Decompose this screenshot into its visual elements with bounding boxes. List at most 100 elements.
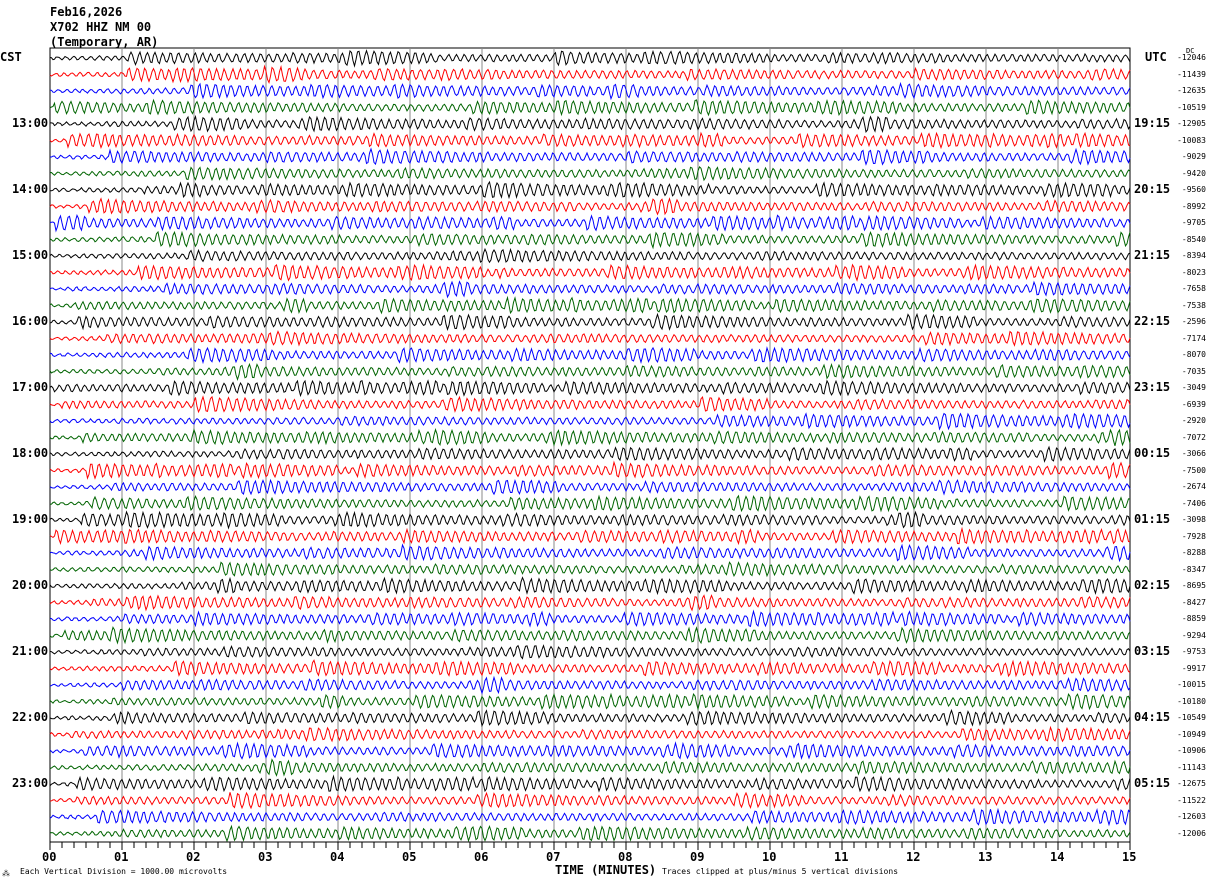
location-label: (Temporary, AR) xyxy=(50,35,159,49)
seismic-trace xyxy=(49,131,1131,150)
dc-offset-label: -7406 xyxy=(1181,498,1206,508)
seismic-trace xyxy=(49,379,1131,398)
right-hour-label: 19:15 xyxy=(1134,116,1171,130)
dc-offset-label: -3049 xyxy=(1181,383,1206,392)
dc-offset-label: -2596 xyxy=(1181,317,1206,326)
seismic-trace xyxy=(49,312,1131,332)
right-hour-label: 00:15 xyxy=(1134,446,1171,460)
seismic-trace xyxy=(49,81,1131,101)
right-hour-label: 01:15 xyxy=(1134,512,1171,526)
dc-offset-label: -9560 xyxy=(1181,185,1206,194)
dc-offset-label: -9705 xyxy=(1181,218,1206,227)
dc-offset-label: -8347 xyxy=(1181,564,1206,574)
dc-header: DC xyxy=(1186,47,1195,55)
x-tick-label: 00 xyxy=(42,850,57,864)
left-hour-label: 23:00 xyxy=(12,776,49,790)
x-tick-label: 01 xyxy=(114,850,129,864)
dc-offset-label: -8859 xyxy=(1181,614,1206,623)
x-tick-label: 04 xyxy=(330,850,345,864)
seismic-trace xyxy=(49,807,1131,827)
dc-offset-label: -10549 xyxy=(1177,713,1206,722)
dc-offset-label: -2920 xyxy=(1181,416,1206,425)
right-hour-label: 21:15 xyxy=(1134,248,1171,262)
right-hour-label: 05:15 xyxy=(1134,776,1171,790)
seismic-trace xyxy=(49,295,1131,315)
seismic-trace xyxy=(49,510,1131,530)
right-hour-label: 03:15 xyxy=(1134,644,1171,658)
logo-icon: ⁂ xyxy=(2,869,10,878)
left-hour-label: 14:00 xyxy=(12,182,49,196)
seismic-trace xyxy=(49,494,1131,513)
dc-offset-label: -3098 xyxy=(1181,515,1206,524)
x-tick-label: 11 xyxy=(834,850,849,864)
x-tick-label: 10 xyxy=(762,850,777,864)
dc-offset-label: -10519 xyxy=(1177,102,1206,112)
seismic-trace xyxy=(49,741,1131,760)
dc-offset-label: -8540 xyxy=(1181,234,1206,244)
station-label: X702 HHZ NM 00 xyxy=(50,20,152,34)
dc-offset-label: -8288 xyxy=(1181,548,1206,557)
dc-offset-label: -11143 xyxy=(1177,762,1206,772)
seismic-trace xyxy=(49,824,1131,843)
seismic-trace xyxy=(50,114,1131,133)
dc-offset-label: -9420 xyxy=(1181,168,1206,178)
seismic-trace xyxy=(49,263,1131,282)
x-tick-label: 06 xyxy=(474,850,489,864)
dc-offset-label: -8394 xyxy=(1181,251,1206,260)
left-hour-label: 17:00 xyxy=(12,380,49,394)
clip-note: Traces clipped at plus/minus 5 vertical … xyxy=(662,867,899,876)
scale-note: Each Vertical Division = 1000.00 microvo… xyxy=(20,867,228,876)
dc-offset-label: -12675 xyxy=(1177,779,1206,788)
dc-offset-label: -9753 xyxy=(1181,647,1206,656)
left-hour-label: 18:00 xyxy=(12,446,49,460)
seismic-trace xyxy=(49,626,1131,645)
right-timezone: UTC xyxy=(1145,50,1167,64)
dc-offset-label: -7174 xyxy=(1181,333,1206,343)
seismic-trace xyxy=(49,576,1131,596)
dc-offset-label: -7035 xyxy=(1181,366,1206,376)
dc-offset-label: -11439 xyxy=(1177,69,1206,79)
dc-offset-label: -2674 xyxy=(1181,482,1206,491)
dc-offset-label: -10015 xyxy=(1177,680,1206,689)
seismic-trace xyxy=(49,330,1131,347)
seismic-trace xyxy=(49,395,1131,414)
dc-offset-label: -12905 xyxy=(1177,119,1206,128)
seismic-trace xyxy=(49,280,1131,299)
seismic-trace xyxy=(50,147,1131,166)
seismic-trace xyxy=(49,708,1131,728)
seismic-trace xyxy=(49,659,1131,678)
plot-frame xyxy=(49,47,1131,843)
seismic-trace xyxy=(49,543,1131,563)
dc-offset-label: -7072 xyxy=(1181,432,1206,442)
left-hour-label: 16:00 xyxy=(12,314,49,328)
left-timezone: CST xyxy=(0,50,22,64)
seismic-trace xyxy=(49,774,1131,793)
dc-offset-label: -11522 xyxy=(1177,795,1206,805)
x-tick-label: 03 xyxy=(258,850,273,864)
left-hour-label: 22:00 xyxy=(12,710,49,724)
seismic-trace xyxy=(49,165,1131,182)
x-tick-label: 05 xyxy=(402,850,417,864)
left-hour-label: 21:00 xyxy=(12,644,49,658)
dc-offset-label: -8070 xyxy=(1181,350,1206,359)
left-hour-label: 15:00 xyxy=(12,248,49,262)
dc-offset-label: -8992 xyxy=(1181,201,1206,211)
seismic-trace xyxy=(49,561,1131,578)
seismic-trace xyxy=(49,594,1131,612)
dc-offset-label: -3066 xyxy=(1181,449,1206,458)
dc-offset-label: -8427 xyxy=(1181,597,1206,607)
right-hour-label: 20:15 xyxy=(1134,182,1171,196)
right-hour-label: 23:15 xyxy=(1134,380,1171,394)
left-hour-label: 13:00 xyxy=(12,116,49,130)
seismic-trace xyxy=(49,98,1131,117)
x-tick-label: 15 xyxy=(1122,850,1137,864)
seismic-trace xyxy=(49,230,1131,250)
dc-offset-label: -9917 xyxy=(1181,663,1206,673)
dc-offset-label: -8695 xyxy=(1181,581,1206,590)
right-hour-label: 22:15 xyxy=(1134,314,1171,328)
seismic-trace xyxy=(49,791,1131,810)
dc-offset-label: -10180 xyxy=(1177,696,1206,706)
seismic-trace xyxy=(49,692,1131,711)
x-tick-label: 09 xyxy=(690,850,705,864)
seismic-trace xyxy=(50,180,1131,200)
